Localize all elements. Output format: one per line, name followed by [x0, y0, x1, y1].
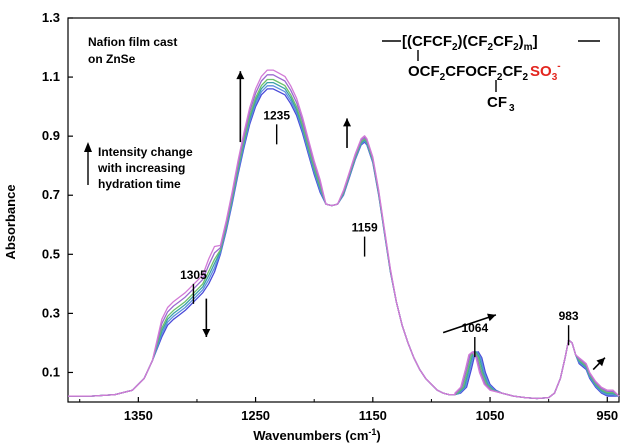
- y-axis-ticks: 0.1 0.3 0.5 0.7 0.9 1.1 1.3: [42, 10, 73, 379]
- peak-label: 983: [559, 309, 579, 323]
- x-tick-label: 950: [596, 408, 618, 423]
- legend-text-line-3: hydration time: [98, 177, 181, 191]
- spectrum-series: [68, 69, 620, 400]
- peak-label: 1305: [180, 268, 207, 282]
- y-tick-label: 1.1: [42, 69, 60, 84]
- legend-arrow-head: [84, 142, 92, 152]
- sample-title-line-1: Nafion film cast: [88, 35, 177, 49]
- spectrum-line-5: [68, 74, 620, 400]
- y-tick-label: 1.3: [42, 10, 60, 25]
- plot-frame: [67, 17, 620, 403]
- arrow-1159-up-head: [343, 118, 352, 127]
- y-tick-label: 0.1: [42, 364, 60, 379]
- x-axis-title: Wavenumbers (cm-1): [253, 427, 380, 443]
- arrow-1235-up-head: [236, 71, 245, 80]
- arrow-shoulder-down-head: [202, 329, 211, 338]
- svg-text:CF3: CF 3: [487, 94, 515, 114]
- sample-title-line-2: on ZnSe: [88, 52, 136, 66]
- y-axis-title: Absorbance: [3, 184, 18, 259]
- change-arrows: [202, 71, 606, 371]
- legend-text-line-2: with increasing: [97, 161, 185, 175]
- x-tick-label: 1150: [359, 408, 387, 423]
- spectrum-line-6: [68, 69, 620, 400]
- arrow-983-tail-head: [596, 357, 605, 367]
- y-tick-label: 0.7: [42, 187, 60, 202]
- y-tick-label: 0.3: [42, 305, 60, 320]
- x-tick-label: 1250: [241, 408, 270, 423]
- y-tick-label: 0.5: [42, 246, 60, 261]
- arrow-1064-shift-shaft: [442, 314, 497, 334]
- arrow-1064-shift-head: [487, 313, 496, 322]
- nafion-structure: [(CFCF2)(CF2CF2)m] OCF2CFOCF2CF2 SO3- CF 3: [382, 33, 600, 114]
- spectrum-line-2: [68, 85, 620, 400]
- spectrum-line-4: [68, 78, 620, 400]
- x-tick-label: 1350: [124, 408, 153, 423]
- x-axis-ticks: 1350 1250 1150 1050 950: [79, 397, 618, 423]
- peak-label: 1235: [263, 108, 290, 122]
- spectrum-line-1: [68, 88, 619, 400]
- peak-label: 1064: [461, 321, 488, 335]
- legend-text-line-1: Intensity change: [98, 145, 193, 159]
- y-tick-label: 0.9: [42, 128, 60, 143]
- svg-text:[(CFCF2)(CF2CF2)m]: [(CFCF2)(CF2CF2)m]: [402, 33, 538, 53]
- peak-labels: 1305 1235 1159 1064 983: [180, 108, 579, 358]
- spectrum-line-3: [68, 81, 620, 400]
- peak-label: 1159: [352, 221, 378, 235]
- axes: [67, 17, 620, 403]
- x-tick-label: 1050: [476, 408, 505, 423]
